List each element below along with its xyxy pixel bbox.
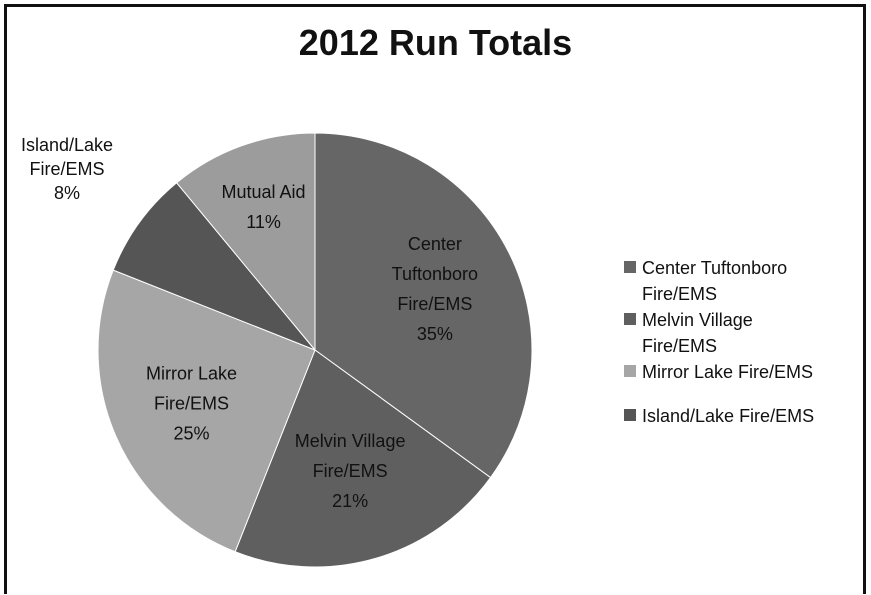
legend-label-melvin-village-line-2: Fire/EMS [642, 336, 718, 356]
slice-label-line-center-tuftonboro: Tuftonboro [392, 264, 478, 284]
legend-label-center-tuftonboro-line-1: Center Tuftonboro [642, 258, 788, 278]
legend-swatch-mirror-lake [624, 365, 636, 377]
legend-item-island-lake: Island/Lake Fire/EMS [624, 403, 864, 429]
slice-label-line-center-tuftonboro: Fire/EMS [397, 294, 472, 314]
legend-item-melvin-village: Melvin Village Fire/EMS [624, 307, 864, 359]
slice-label-line-melvin-village: Melvin Village [295, 431, 406, 451]
slice-label-mutual-aid: Mutual Aid 11% [222, 182, 306, 232]
slice-label-line-center-tuftonboro: Center [408, 234, 462, 254]
pie-slice-island-lake [112, 182, 316, 351]
slice-label-line-melvin-village: Fire/EMS [313, 461, 388, 481]
pie-slice-melvin-village [234, 349, 492, 568]
legend-label-mirror-lake: Mirror Lake Fire/EMS [642, 362, 814, 382]
legend: Center Tuftonboro Fire/EMS Melvin Villag… [624, 255, 864, 429]
chart-title: 2012 Run Totals [298, 22, 573, 63]
pie-slice-mirror-lake [97, 269, 316, 553]
legend-swatch-island-lake [624, 409, 636, 421]
slice-value-center-tuftonboro: 35% [417, 324, 453, 344]
slice-label-line-mirror-lake: Fire/EMS [154, 393, 229, 413]
slice-label-center-tuftonboro: Center Tuftonboro Fire/EMS 35% [392, 234, 478, 344]
pie-slice-mutual-aid [175, 132, 316, 352]
legend-item-center-tuftonboro: Center Tuftonboro Fire/EMS [624, 255, 864, 307]
legend-item-mirror-lake: Mirror Lake Fire/EMS [624, 359, 864, 385]
legend-label-center-tuftonboro-line-2: Fire/EMS [642, 284, 718, 304]
slice-value-melvin-village: 21% [332, 491, 368, 511]
legend-label-melvin-village-line-1: Melvin Village [642, 310, 753, 330]
slice-label-island-lake: Island/Lake Fire/EMS 8% [14, 133, 120, 205]
slice-label-mirror-lake: Mirror Lake Fire/EMS 25% [146, 363, 237, 443]
legend-swatch-melvin-village [624, 313, 636, 325]
legend-label-island-lake: Island/Lake Fire/EMS [642, 406, 815, 426]
slice-label-island-lake-line-2: Fire/EMS [29, 159, 105, 179]
slice-label-melvin-village: Melvin Village Fire/EMS 21% [295, 431, 406, 511]
slice-value-island-lake: 8% [53, 183, 80, 203]
slice-label-island-lake-line-1: Island/Lake [20, 135, 114, 155]
legend-swatch-center-tuftonboro [624, 261, 636, 273]
slice-label-line-mutual-aid: Mutual Aid [222, 182, 306, 202]
slice-value-mirror-lake: 25% [174, 423, 210, 443]
slice-value-mutual-aid: 11% [246, 212, 281, 232]
pie-slice-center-tuftonboro [314, 132, 533, 479]
slice-label-line-mirror-lake: Mirror Lake [146, 363, 237, 383]
